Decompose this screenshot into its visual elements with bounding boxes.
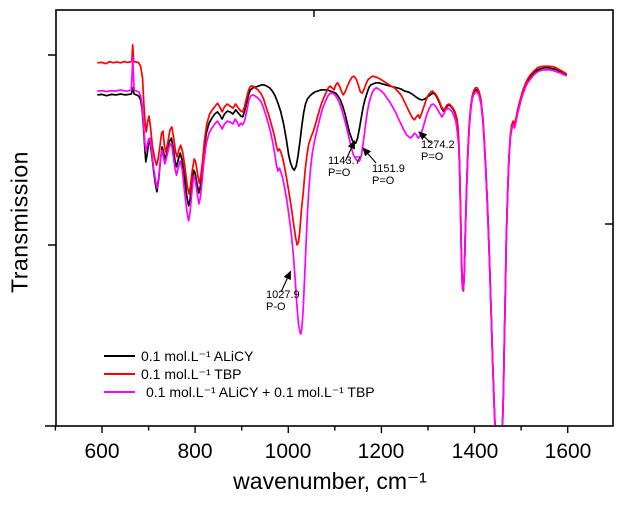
arrow-1151-icon <box>362 147 377 164</box>
arrow-1027-icon <box>280 270 291 293</box>
annotation-1151: 1151.9 P=O <box>372 163 405 187</box>
legend-label-tbp: 0.1 mol.L⁻¹ TBP <box>141 365 242 382</box>
legend-label-mixture: 0.1 mol.L⁻¹ ALiCY + 0.1 mol.L⁻¹ TBP <box>146 383 375 400</box>
annotation-1274: 1274.2 P=O <box>421 139 455 163</box>
curve-0-1-mol-l-tbp <box>97 44 568 426</box>
legend-item-alicy: 0.1 mol.L⁻¹ ALiCY <box>104 347 375 365</box>
annotation-1143: 1143.7 P=O <box>328 155 361 179</box>
legend-line-black-icon <box>104 355 135 357</box>
x-tick-label-1200: 1200 <box>357 440 405 463</box>
curve-0-1-mol-l-alicy-0-1-mol-l-tbp <box>97 56 568 426</box>
legend-item-tbp: 0.1 mol.L⁻¹ TBP <box>104 365 375 383</box>
legend: 0.1 mol.L⁻¹ ALiCY 0.1 mol.L⁻¹ TBP 0.1 mo… <box>104 347 375 401</box>
axis-ticks <box>45 10 613 433</box>
arrow-1143-icon <box>344 139 356 162</box>
legend-line-red-icon <box>104 373 135 375</box>
x-tick-label-800: 800 <box>177 440 213 463</box>
x-tick-label-1600: 1600 <box>544 440 592 463</box>
annotation-1274-bond: P=O <box>421 150 444 163</box>
y-axis-label: Transmission <box>6 151 33 293</box>
x-axis-label: wavenumber, cm⁻¹ <box>233 468 427 494</box>
x-tick-label-1000: 1000 <box>264 440 312 463</box>
annotation-1143-bond: P=O <box>328 166 351 179</box>
annotation-1143-value: 1143.7 <box>328 155 361 167</box>
annotation-arrows <box>280 131 432 293</box>
x-tick-label-1400: 1400 <box>451 440 499 463</box>
annotation-1027-bond: P-O <box>266 300 286 313</box>
annotation-1027-value: 1027.9 <box>266 289 300 301</box>
x-tick-label-600: 600 <box>84 440 120 463</box>
legend-item-mixture: 0.1 mol.L⁻¹ ALiCY + 0.1 mol.L⁻¹ TBP <box>104 383 375 401</box>
curve-0-1-mol-l-alicy <box>97 66 568 426</box>
legend-line-magenta-icon <box>104 391 135 393</box>
annotation-1027: 1027.9 P-O <box>266 289 300 313</box>
annotation-1274-value: 1274.2 <box>421 139 455 151</box>
spectra-curves <box>97 44 568 426</box>
annotation-1151-bond: P=O <box>372 174 395 187</box>
arrow-1274-icon <box>418 131 432 144</box>
legend-label-alicy: 0.1 mol.L⁻¹ ALiCY <box>141 347 254 364</box>
annotation-1151-value: 1151.9 <box>372 163 405 175</box>
